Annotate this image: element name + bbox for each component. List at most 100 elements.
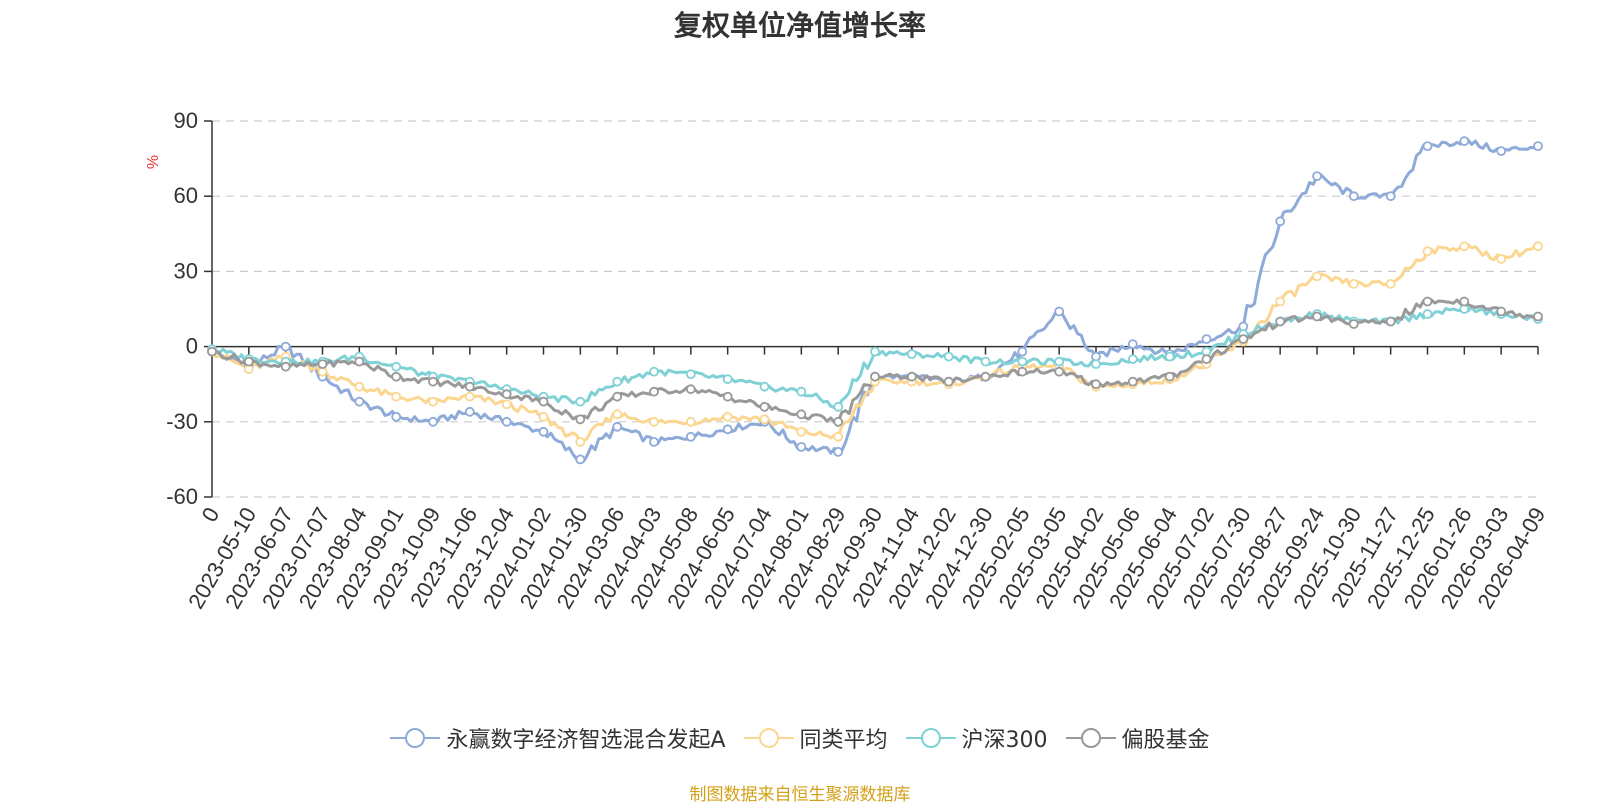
data-point: [685, 416, 696, 427]
data-point: [649, 386, 659, 397]
data-point: [1533, 241, 1543, 252]
legend-item-series-1[interactable]: 永赢数字经济智选混合发起A: [390, 722, 726, 754]
data-point: [943, 351, 954, 362]
legend-item-series-4[interactable]: 偏股基金: [1065, 722, 1210, 754]
data-point: [612, 391, 623, 402]
data-point: [575, 436, 586, 447]
data-point: [833, 401, 844, 412]
data-point: [870, 346, 880, 357]
legend-item-series-2[interactable]: 同类平均: [743, 722, 888, 754]
data-point: [1496, 253, 1507, 264]
data-point: [1348, 319, 1359, 329]
legend: 永赢数字经济智选混合发起A 同类平均 沪深300 偏股基金: [0, 722, 1600, 754]
x-tick-label: 0: [197, 503, 225, 526]
data-point: [428, 396, 438, 407]
y-tick-label: 0: [186, 334, 198, 359]
data-point: [1459, 241, 1470, 252]
data-point: [1312, 271, 1322, 282]
data-point: [538, 411, 549, 422]
data-point: [280, 361, 291, 372]
data-point: [1422, 296, 1433, 307]
data-point: [354, 381, 365, 392]
data-point: [759, 414, 770, 425]
data-point: [207, 346, 217, 357]
data-point: [980, 356, 991, 367]
data-point: [1275, 296, 1286, 307]
data-point: [1127, 376, 1138, 387]
data-point: [1164, 371, 1175, 382]
legend-label: 同类平均: [799, 728, 888, 753]
data-point: [575, 414, 586, 425]
data-point: [1312, 311, 1322, 322]
data-point: [1091, 379, 1101, 390]
data-point: [1533, 141, 1543, 152]
legend-swatch-icon: [1065, 728, 1116, 748]
data-point: [280, 341, 291, 352]
data-point: [833, 446, 844, 457]
data-point: [1385, 316, 1396, 327]
data-point: [538, 426, 549, 437]
data-point: [464, 406, 475, 417]
y-axis-label: %: [145, 155, 162, 169]
series-line-1: [211, 138, 1539, 463]
data-point: [759, 401, 770, 412]
data-point: [464, 381, 475, 392]
data-point: [722, 411, 733, 422]
data-point: [501, 416, 512, 427]
data-point: [1348, 278, 1359, 289]
data-point: [870, 371, 880, 382]
data-point: [1054, 366, 1065, 377]
data-point: [796, 386, 807, 397]
data-point: [464, 391, 475, 402]
data-point: [1275, 316, 1286, 327]
y-tick-label: -30: [166, 409, 198, 434]
chart-title: 复权单位净值增长率: [673, 9, 926, 42]
data-point: [796, 409, 807, 420]
data-point: [428, 416, 438, 427]
data-point: [649, 416, 659, 427]
y-tick-label: 30: [174, 258, 198, 283]
data-point: [501, 399, 512, 410]
data-point: [1459, 296, 1470, 307]
data-point: [1459, 136, 1470, 147]
data-point: [575, 454, 586, 465]
data-point: [943, 376, 954, 387]
y-tick-label: -60: [166, 484, 198, 509]
legend-swatch-icon: [743, 728, 794, 748]
data-point: [722, 374, 733, 385]
data-point: [1017, 356, 1028, 367]
source-note: 制图数据来自恒生聚源数据库: [689, 785, 911, 805]
data-point: [1422, 309, 1433, 319]
data-point: [1017, 366, 1028, 377]
data-point: [649, 366, 659, 377]
data-point: [1533, 311, 1543, 322]
legend-swatch-icon: [390, 728, 441, 748]
data-point: [428, 376, 438, 387]
legend-label: 永赢数字经济智选混合发起A: [446, 728, 726, 753]
legend-label: 沪深300: [961, 728, 1048, 753]
data-point: [317, 359, 328, 370]
data-point: [1054, 306, 1065, 317]
data-point: [1091, 359, 1101, 370]
series-line-2: [210, 243, 1539, 444]
data-point: [1385, 191, 1396, 202]
data-point: [354, 396, 365, 407]
data-point: [722, 391, 733, 402]
legend-item-series-3[interactable]: 沪深300: [905, 722, 1048, 754]
data-point: [391, 411, 402, 422]
series-line-3: [211, 305, 1539, 410]
data-point: [685, 431, 696, 442]
data-point: [1312, 171, 1322, 182]
data-point: [501, 389, 512, 400]
data-point: [612, 421, 623, 432]
data-point: [833, 431, 844, 442]
data-point: [796, 441, 807, 452]
data-point: [1422, 246, 1433, 257]
data-point: [722, 424, 733, 435]
data-point: [759, 381, 770, 392]
data-point: [1422, 141, 1433, 152]
y-tick-label: 60: [174, 183, 198, 208]
data-point: [612, 409, 623, 420]
data-point: [1164, 351, 1175, 362]
